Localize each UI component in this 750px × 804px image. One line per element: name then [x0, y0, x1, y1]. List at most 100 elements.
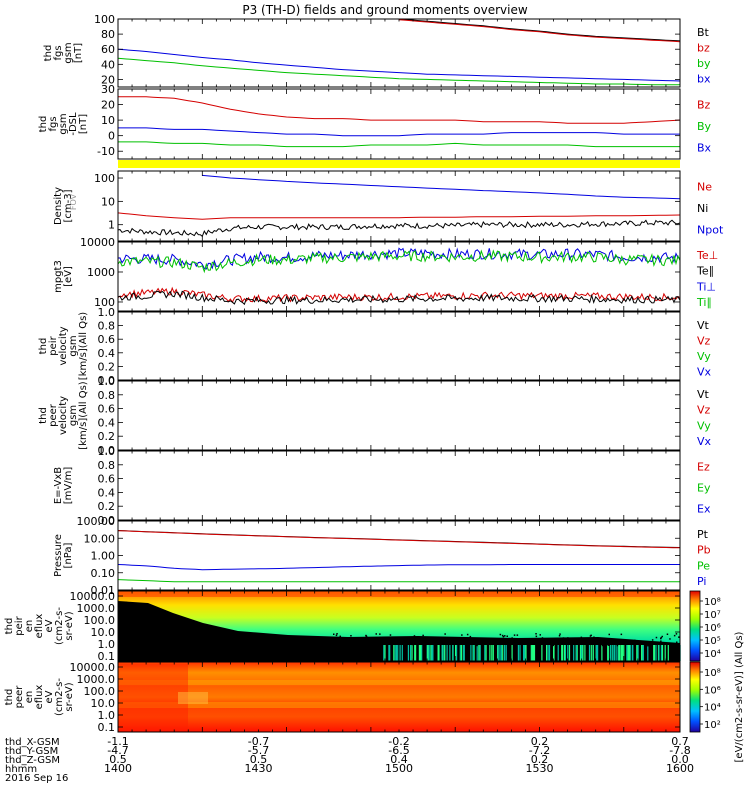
legend-label: Vy [697, 350, 711, 363]
peir-streak [636, 645, 638, 661]
peir-streak [388, 645, 390, 661]
legend-label: bz [697, 41, 710, 54]
y-axis-title-line: thd [38, 338, 49, 355]
y-tick-label: 1000.0 [77, 673, 116, 686]
y-tick-label: 30 [101, 83, 115, 96]
peir-streak [432, 645, 434, 661]
ephemeris-label: hhmm [5, 764, 37, 775]
series-line-pressure-2 [117, 564, 680, 571]
peir-speckle [660, 637, 662, 640]
y-axis-title-line: peir [48, 335, 59, 355]
y-tick-label: 10000.0 [70, 590, 116, 603]
ephemeris-value: -7.8 [669, 744, 690, 757]
peir-streak [523, 645, 525, 661]
peir-speckle [607, 644, 609, 646]
peir-streak [532, 645, 534, 661]
y-tick-label: 10000.0 [70, 661, 116, 674]
series-line-fgs_gsm_comp-2 [118, 127, 680, 137]
peir-streak [601, 645, 603, 661]
ephemeris-value: 0.2 [531, 753, 549, 766]
peir-streak [505, 645, 507, 661]
y-tick-label: 0.4 [98, 486, 116, 499]
y-tick-label: 0.01 [91, 584, 116, 597]
peir-streak [627, 645, 629, 661]
y-tick-label: 0.0 [98, 514, 116, 527]
legend-label: Bx [697, 141, 712, 154]
ephemeris-value: 1600 [666, 762, 694, 775]
series-line-fgs_gsm_mag-3 [117, 48, 681, 82]
legend-label: Ey [697, 482, 711, 495]
peir-speckle [577, 641, 580, 644]
peir-speckle [410, 641, 412, 643]
peir-speckle [598, 639, 601, 641]
peir-speckle [375, 633, 377, 635]
peir-streak [563, 645, 566, 661]
y-axis-title-line: thd [43, 45, 54, 62]
peir-streak [557, 645, 559, 661]
ephemeris-label: thd_X-GSM [5, 737, 60, 748]
peir-streak [472, 645, 475, 661]
peir-streak [421, 645, 423, 661]
peir-streak [511, 645, 513, 661]
peir-speckle [519, 642, 522, 644]
peir-speckle [567, 637, 569, 639]
peir-speckle [675, 633, 678, 635]
panel-frame [117, 380, 681, 451]
y-axis-title-line: [mV/m] [63, 467, 74, 505]
legend-label: Te∥ [696, 265, 714, 278]
y-tick-label: 1000.0 [77, 602, 116, 615]
y-axis-title-line: [cm-3] [63, 189, 74, 222]
legend-label: bx [697, 72, 711, 85]
peir-streak [607, 645, 609, 661]
y-axis-title-line: Pressure [53, 534, 64, 577]
y-axis-title-line: thd [38, 116, 49, 133]
peir-speckle [562, 637, 565, 639]
peir-speckle [665, 643, 667, 645]
series-line-density-0 [202, 174, 681, 200]
peir-streak [456, 645, 458, 661]
y-tick-label: 0.2 [98, 500, 116, 513]
y-tick-label: 0 [108, 130, 115, 143]
colorbar-tick-label: 10⁴ [704, 703, 721, 714]
peir-streak [397, 645, 399, 661]
peer-bright-patch [178, 692, 208, 704]
peir-speckle [511, 637, 513, 639]
y-tick-label: 10 [101, 195, 115, 208]
y-axis-faint-label: FOV [69, 193, 78, 210]
peir-speckle [620, 633, 623, 636]
panel-temperature: 10000 1000 100 mpgt3 [eV] Te⊥ Te∥ Ti⊥ Ti∥ [53, 236, 718, 312]
colorbar-tick-label: 10⁸ [704, 597, 721, 608]
y-tick-label: 1.00 [91, 550, 116, 563]
peir-speckle [365, 635, 368, 637]
peir-streak [576, 645, 578, 661]
peir-streak [463, 645, 465, 661]
y-axis-title-line: [eV] [63, 266, 74, 287]
y-axis-title-line: velocity [58, 326, 69, 365]
series-line-density-1 [117, 212, 681, 220]
peir-streak [519, 645, 521, 661]
peir-speckle [647, 644, 649, 647]
peir-streak [568, 645, 571, 661]
peir-streak [394, 645, 396, 661]
y-axis-title-line: thd [4, 618, 15, 635]
y-tick-label: 0.10 [91, 567, 116, 580]
peir-streak [504, 645, 506, 661]
y-tick-label: 10000 [80, 236, 115, 249]
y-axis-title-line: gsm [58, 113, 69, 134]
peir-speckle [499, 633, 502, 636]
peir-streak [491, 645, 493, 661]
peir-streak [653, 645, 656, 661]
peir-streak [617, 645, 619, 661]
peir-speckle [571, 639, 573, 642]
peir-streak [455, 645, 457, 661]
y-tick-label: 1.0 [98, 709, 116, 722]
peir-streak [452, 645, 454, 661]
peir-speckle [320, 642, 323, 644]
peir-speckle [324, 636, 326, 638]
y-tick-label: 10.00 [84, 532, 116, 545]
peir-speckle [399, 640, 401, 642]
peir-speckle [635, 642, 638, 645]
series-line-fgs_gsm_comp-1 [118, 141, 680, 148]
